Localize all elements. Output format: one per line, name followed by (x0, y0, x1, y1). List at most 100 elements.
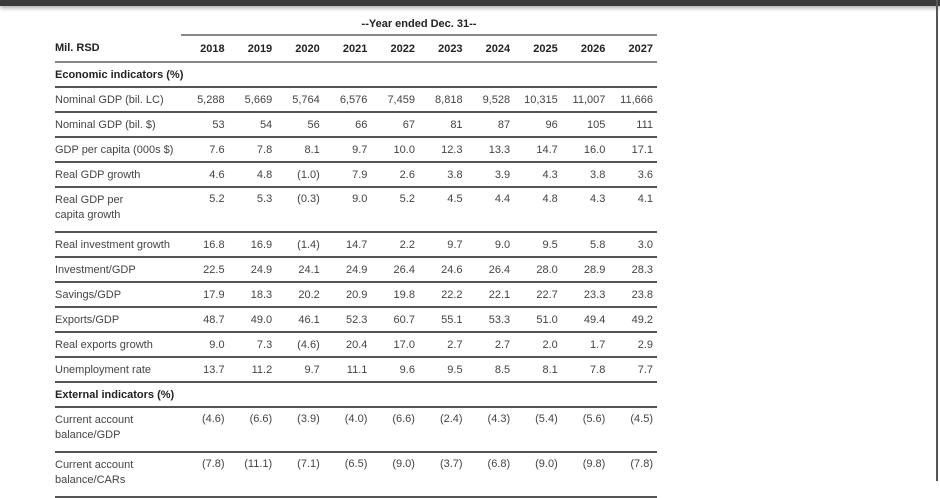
year-header-2025: 2025 (514, 35, 562, 63)
table-row: Nominal GDP (bil. $) 53 54 56 66 67 81 87 96 105 1… (55, 112, 657, 138)
row-label: GDP per capita (000s $) (55, 137, 181, 163)
table-cell: 9.7 (276, 357, 324, 383)
table-cell: 28.3 (609, 257, 657, 283)
table-row: Real exports growth 9.0 7.3 (4.6) 20.4 17.0 2.… (55, 332, 657, 358)
row-label: Savings/GDP (55, 282, 181, 308)
table-cell: 16.0 (561, 137, 610, 163)
table-cell: 16.9 (228, 232, 277, 258)
table-cell: 24.6 (418, 257, 467, 283)
table-cell: (5.6) (561, 407, 610, 453)
table-cell: 13.3 (466, 137, 515, 163)
table-cell: 9.7 (323, 137, 372, 163)
table-cell: 5.3 (228, 187, 277, 233)
table-cell: 18.3 (228, 282, 277, 308)
year-header-2022: 2022 (371, 35, 419, 63)
table-cell: (7.8) (609, 452, 657, 498)
table-cell: 11.1 (323, 357, 372, 383)
table-cell: 49.4 (561, 307, 610, 333)
table-cell: 8.1 (276, 137, 324, 163)
table-cell: 4.5 (418, 187, 467, 233)
row-label: Real GDP growth (55, 162, 181, 188)
table-cell: 5.2 (371, 187, 419, 233)
table-cell: 8,818 (418, 87, 467, 113)
table-cell: 9.0 (466, 232, 515, 258)
table-cell: 66 (323, 112, 372, 138)
table-row: Real investment growth 16.8 16.9 (1.4) 14.7 2… (55, 232, 657, 258)
table-cell: 4.3 (514, 162, 562, 188)
row-label: Current account balance/GDP (55, 407, 181, 453)
economic-data-table: --Year ended Dec. 31-- Mil. RSD 2018 2019… (55, 14, 657, 498)
row-label: Real exports growth (55, 332, 181, 358)
table-cell: 6,576 (323, 87, 372, 113)
year-header-2024: 2024 (466, 35, 515, 63)
table-cell: 7.8 (561, 357, 610, 383)
table-cell: 24.1 (276, 257, 324, 283)
table-cell: 14.7 (323, 232, 372, 258)
section-title: External indicators (%) (55, 382, 657, 408)
row-label: Unemployment rate (55, 357, 181, 383)
table-cell: 9.5 (514, 232, 562, 258)
table-cell: 9.0 (323, 187, 372, 233)
table-cell: 49.0 (228, 307, 277, 333)
table-cell: 28.9 (561, 257, 610, 283)
table-cell: 5.2 (181, 187, 229, 233)
section-header-row: Economic indicators (%) (55, 62, 657, 88)
year-header-2023: 2023 (418, 35, 467, 63)
column-header-row: Mil. RSD 2018 2019 2020 2021 2022 2023 2024 202… (55, 35, 657, 63)
table-cell: 20.4 (323, 332, 372, 358)
table-cell: (4.5) (609, 407, 657, 453)
table-cell: 7.9 (323, 162, 372, 188)
row-label: Nominal GDP (bil. $) (55, 112, 181, 138)
table-cell: 4.8 (514, 187, 562, 233)
table-cell: 23.8 (609, 282, 657, 308)
table-cell: 2.7 (418, 332, 467, 358)
table-cell: 23.3 (561, 282, 610, 308)
section-title: Economic indicators (%) (55, 62, 657, 88)
table-cell: (7.8) (181, 452, 229, 498)
table-row: Real GDP per capita growth 5.2 5.3 (0.3) 9.0… (55, 187, 657, 233)
table-cell: 22.7 (514, 282, 562, 308)
table-cell: (9.0) (514, 452, 562, 498)
table-cell: 60.7 (371, 307, 419, 333)
row-label: Real GDP per capita growth (55, 187, 181, 233)
table-cell: 24.9 (323, 257, 372, 283)
table-cell: (9.0) (371, 452, 419, 498)
table-cell: 8.5 (466, 357, 515, 383)
table-cell: 19.8 (371, 282, 419, 308)
table-cell: 4.3 (561, 187, 610, 233)
table-cell: (3.7) (418, 452, 467, 498)
table-cell: 11,007 (561, 87, 610, 113)
table-cell: 3.9 (466, 162, 515, 188)
table-cell: 48.7 (181, 307, 229, 333)
table-cell: 22.2 (418, 282, 467, 308)
table-cell: (11.1) (228, 452, 277, 498)
table-cell: (9.8) (561, 452, 610, 498)
table-cell: 20.2 (276, 282, 324, 308)
table-cell: 1.7 (561, 332, 610, 358)
table-cell: (6.6) (371, 407, 419, 453)
table-cell: 67 (371, 112, 419, 138)
row-label: Real investment growth (55, 232, 181, 258)
table-cell: 51.0 (514, 307, 562, 333)
table-row: Real GDP growth 4.6 4.8 (1.0) 7.9 2.6 3.8 3.9 4.… (55, 162, 657, 188)
table-cell: 26.4 (466, 257, 515, 283)
window-top-bar (0, 0, 940, 6)
table-cell: 2.7 (466, 332, 515, 358)
table-cell: 17.1 (609, 137, 657, 163)
table-cell: (5.4) (514, 407, 562, 453)
table-cell: 3.8 (418, 162, 467, 188)
row-label: Investment/GDP (55, 257, 181, 283)
unit-label: Mil. RSD (55, 35, 181, 63)
table-cell: 105 (561, 112, 610, 138)
table-cell: 10,315 (514, 87, 562, 113)
table-cell: 5,669 (228, 87, 277, 113)
table-cell: 2.0 (514, 332, 562, 358)
table-cell: 24.9 (228, 257, 277, 283)
table-cell: 9.5 (418, 357, 467, 383)
table-cell: (6.5) (323, 452, 372, 498)
table-cell: 49.2 (609, 307, 657, 333)
year-header-2020: 2020 (276, 35, 324, 63)
table-cell: 7.6 (181, 137, 229, 163)
table-cell: 2.9 (609, 332, 657, 358)
row-label: Nominal GDP (bil. LC) (55, 87, 181, 113)
